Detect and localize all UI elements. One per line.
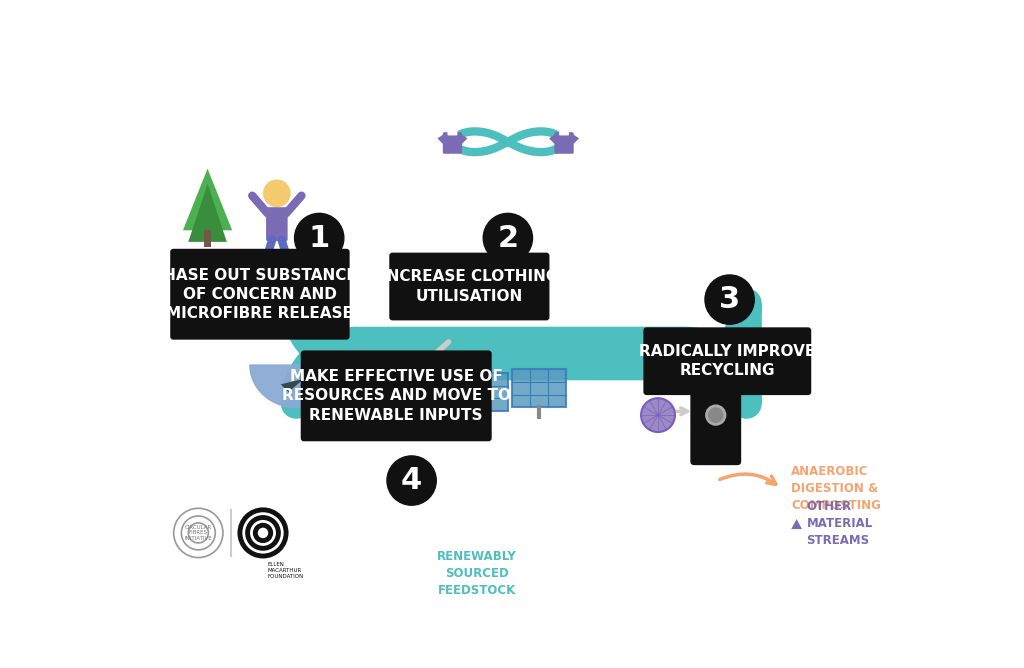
Polygon shape xyxy=(762,341,793,353)
Text: MAKE EFFECTIVE USE OF
RESOURCES AND MOVE TO
RENEWABLE INPUTS: MAKE EFFECTIVE USE OF RESOURCES AND MOVE… xyxy=(282,369,511,423)
Text: 4: 4 xyxy=(401,466,422,495)
Circle shape xyxy=(295,213,344,263)
Circle shape xyxy=(641,398,675,432)
Text: 2: 2 xyxy=(498,224,518,253)
FancyBboxPatch shape xyxy=(442,132,462,154)
FancyBboxPatch shape xyxy=(301,351,492,442)
Text: RADICALLY IMPROVE
RECYCLING: RADICALLY IMPROVE RECYCLING xyxy=(639,344,815,378)
FancyBboxPatch shape xyxy=(643,327,811,395)
Text: ELLEN
MACARTHUR
FOUNDATION: ELLEN MACARTHUR FOUNDATION xyxy=(267,562,304,578)
FancyBboxPatch shape xyxy=(447,129,458,136)
Circle shape xyxy=(387,456,436,505)
FancyBboxPatch shape xyxy=(170,248,349,339)
FancyBboxPatch shape xyxy=(554,132,573,154)
FancyBboxPatch shape xyxy=(512,369,565,407)
Text: 3: 3 xyxy=(719,285,740,314)
FancyBboxPatch shape xyxy=(559,129,569,136)
Circle shape xyxy=(707,406,725,424)
Polygon shape xyxy=(572,134,580,144)
Circle shape xyxy=(483,213,532,263)
Circle shape xyxy=(263,180,291,207)
FancyBboxPatch shape xyxy=(266,207,288,241)
FancyBboxPatch shape xyxy=(454,373,508,411)
Polygon shape xyxy=(461,134,467,144)
Text: 1: 1 xyxy=(308,224,330,253)
Polygon shape xyxy=(281,379,304,392)
Circle shape xyxy=(705,275,755,324)
Text: ANAEROBIC
DIGESTION &
COMPOSTING: ANAEROBIC DIGESTION & COMPOSTING xyxy=(792,465,881,512)
Polygon shape xyxy=(792,519,802,529)
Polygon shape xyxy=(183,169,232,230)
Text: RENEWABLY
SOURCED
FEEDSTOCK: RENEWABLY SOURCED FEEDSTOCK xyxy=(437,550,517,597)
Polygon shape xyxy=(437,134,444,144)
Polygon shape xyxy=(549,134,556,144)
FancyBboxPatch shape xyxy=(761,352,795,382)
Polygon shape xyxy=(250,365,342,407)
FancyBboxPatch shape xyxy=(389,253,550,321)
FancyBboxPatch shape xyxy=(204,230,211,247)
Text: INCREASE CLOTHING
UTILISATION: INCREASE CLOTHING UTILISATION xyxy=(381,269,558,304)
FancyBboxPatch shape xyxy=(690,381,741,465)
Polygon shape xyxy=(302,382,315,394)
Text: PHASE OUT SUBSTANCES
OF CONCERN AND
MICROFIBRE RELEASE: PHASE OUT SUBSTANCES OF CONCERN AND MICR… xyxy=(152,267,368,321)
Text: CIRCULAR
FIBRES
INITIATIVE: CIRCULAR FIBRES INITIATIVE xyxy=(184,524,212,541)
Polygon shape xyxy=(188,184,226,242)
Text: OTHER
MATERIAL
STREAMS: OTHER MATERIAL STREAMS xyxy=(807,500,872,547)
